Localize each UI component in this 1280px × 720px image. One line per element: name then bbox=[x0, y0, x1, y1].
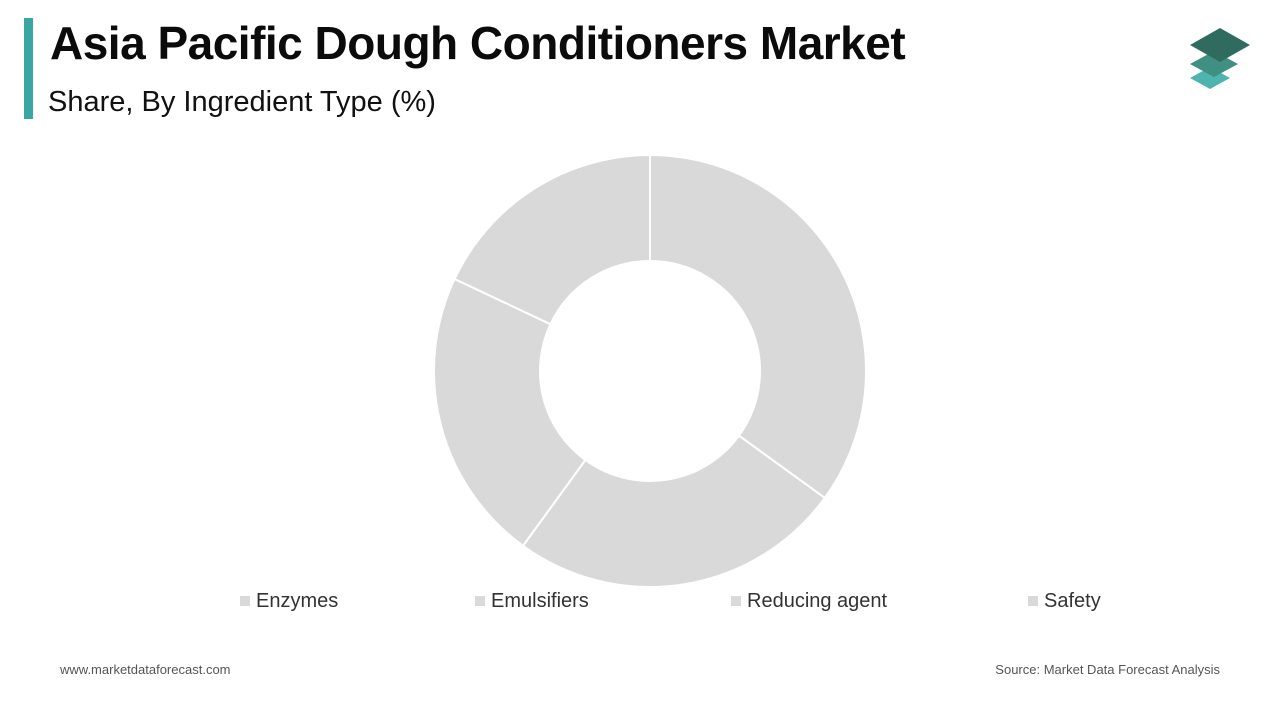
donut-slice-enzymes bbox=[649, 153, 867, 500]
donut-slice-safety bbox=[453, 153, 651, 326]
legend-item-reducing-agent: Reducing agent bbox=[731, 589, 887, 613]
footer-website: www.marketdataforecast.com bbox=[60, 662, 231, 677]
legend-item-safety: Safety bbox=[1028, 589, 1101, 613]
legend-label: Reducing agent bbox=[747, 589, 888, 612]
legend-swatch bbox=[731, 596, 741, 606]
footer-source: Source: Market Data Forecast Analysis bbox=[995, 662, 1220, 677]
title-accent-bar bbox=[24, 18, 33, 119]
legend-item-enzymes: Enzymes bbox=[240, 589, 338, 613]
donut-slices bbox=[433, 153, 867, 588]
stacked-layers-icon bbox=[1190, 28, 1250, 89]
donut-slice-emulsifiers bbox=[521, 434, 827, 588]
logo-layer-top bbox=[1190, 28, 1250, 62]
legend-swatch bbox=[475, 596, 485, 606]
page-title: Asia Pacific Dough Conditioners Market bbox=[50, 17, 906, 69]
legend-item-emulsifiers: Emulsifiers bbox=[475, 589, 589, 613]
page-subtitle: Share, By Ingredient Type (%) bbox=[48, 86, 436, 118]
legend-label: Enzymes bbox=[256, 589, 339, 612]
legend-swatch bbox=[240, 596, 250, 606]
legend-label: Emulsifiers bbox=[491, 589, 589, 612]
donut-slice-reducing-agent bbox=[433, 277, 587, 548]
legend-label: Safety bbox=[1044, 589, 1101, 612]
legend-swatch bbox=[1028, 596, 1038, 606]
